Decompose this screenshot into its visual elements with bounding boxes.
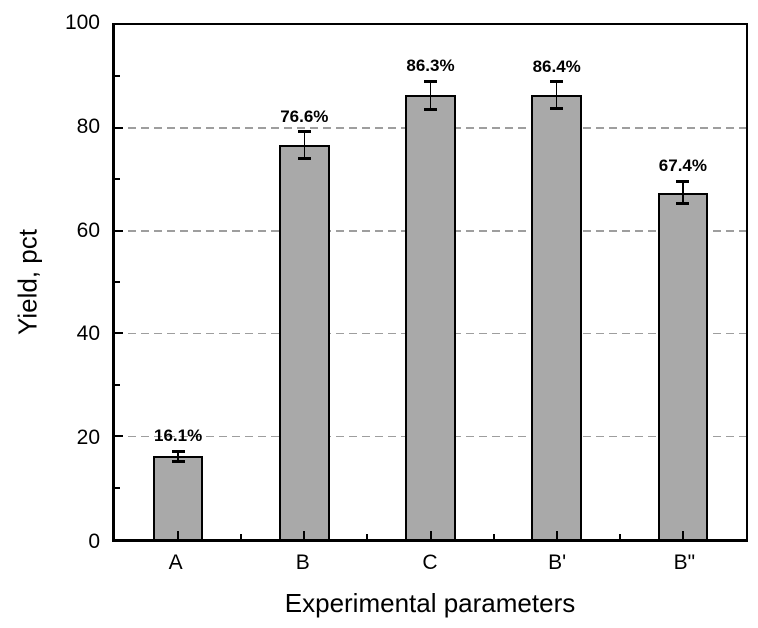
y-axis-minor-tick (115, 75, 120, 78)
y-axis-major-tick (115, 126, 123, 129)
error-bar-bottom-cap (297, 157, 311, 161)
error-bar-bottom-cap (550, 106, 564, 110)
error-bar-top-cap (297, 130, 311, 134)
y-tick-label: 40 (76, 322, 100, 346)
y-axis-minor-tick (115, 281, 120, 283)
error-bar (682, 181, 684, 204)
error-bar-top-cap (171, 449, 185, 453)
bar-value-label: 67.4% (658, 156, 707, 176)
x-category-label: B" (673, 551, 696, 574)
error-bar (555, 81, 558, 109)
y-axis-minor-tick (115, 486, 120, 489)
bar (405, 95, 456, 539)
x-category-label: B' (548, 551, 567, 574)
error-bar-bottom-cap (424, 108, 437, 112)
y-axis-title: Yield, pct (12, 229, 43, 335)
y-tick-label: 100 (64, 11, 100, 34)
error-bar-bottom-cap (171, 459, 185, 463)
y-axis-major-tick (115, 229, 123, 232)
x-category-label: B (295, 551, 310, 574)
x-axis-major-tick (303, 531, 306, 539)
y-axis-major-tick (115, 435, 123, 438)
bar-value-label: 86.3% (406, 56, 455, 76)
bar (152, 456, 204, 539)
y-axis-major-tick (115, 332, 123, 335)
y-tick-label: 60 (76, 218, 100, 242)
bar (279, 145, 330, 539)
y-axis-minor-tick (115, 178, 120, 181)
x-axis-major-tick (681, 531, 684, 539)
x-axis-major-tick (177, 531, 180, 539)
bar (657, 192, 709, 539)
error-bar (303, 131, 306, 159)
error-bar-top-cap (424, 79, 437, 83)
error-bar-bottom-cap (676, 202, 690, 206)
x-axis-major-tick (555, 531, 558, 539)
plot-area: 16.1% 76.6% 86.3% 86.4% 67.4% (112, 23, 748, 542)
x-category-label: A (168, 551, 183, 574)
x-axis-minor-tick (618, 534, 621, 539)
y-tick-label: 20 (76, 426, 100, 450)
x-axis-minor-tick (366, 534, 369, 539)
x-axis-minor-tick (492, 534, 495, 539)
bar-value-label: 16.1% (153, 426, 203, 446)
bar-value-label: 76.6% (280, 106, 329, 126)
y-tick-label: 80 (76, 114, 100, 138)
x-category-label: C (422, 551, 438, 574)
y-axis-minor-tick (115, 383, 120, 386)
y-tick-label: 0 (88, 530, 100, 553)
x-axis-title: Experimental parameters (284, 588, 576, 618)
error-bar-top-cap (550, 80, 564, 84)
error-bar (177, 451, 179, 462)
bar-value-label: 86.4% (532, 56, 581, 76)
x-axis-minor-tick (240, 534, 243, 539)
error-bar (429, 81, 432, 110)
x-axis-major-tick (429, 531, 432, 539)
error-bar-top-cap (676, 179, 690, 183)
bar (531, 94, 582, 539)
